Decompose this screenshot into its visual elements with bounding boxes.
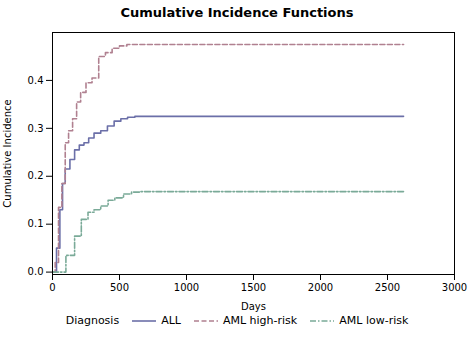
svg-text:Days: Days xyxy=(241,301,266,312)
svg-text:2000: 2000 xyxy=(308,282,333,293)
svg-text:0.4: 0.4 xyxy=(28,75,44,86)
svg-text:0: 0 xyxy=(49,282,55,293)
svg-text:0.0: 0.0 xyxy=(28,266,44,277)
svg-text:1500: 1500 xyxy=(241,282,266,293)
html-text:Cumulative Incidence Functions: Cumulative Incidence Functions xyxy=(120,5,354,20)
html-text:AML low-risk: AML low-risk xyxy=(339,314,409,327)
html-text:ALL: ALL xyxy=(161,314,181,327)
svg-text:3000: 3000 xyxy=(442,282,467,293)
svg-text:0.1: 0.1 xyxy=(28,218,44,229)
svg-text:2500: 2500 xyxy=(375,282,400,293)
svg-text:1000: 1000 xyxy=(174,282,199,293)
html-text:Diagnosis: Diagnosis xyxy=(65,314,120,327)
svg-text:Cumulative Incidence: Cumulative Incidence xyxy=(2,99,13,207)
svg-text:0.3: 0.3 xyxy=(28,123,44,134)
svg-text:0.2: 0.2 xyxy=(28,170,44,181)
svg-text:500: 500 xyxy=(110,282,129,293)
html-text:AML high-risk: AML high-risk xyxy=(223,314,298,327)
